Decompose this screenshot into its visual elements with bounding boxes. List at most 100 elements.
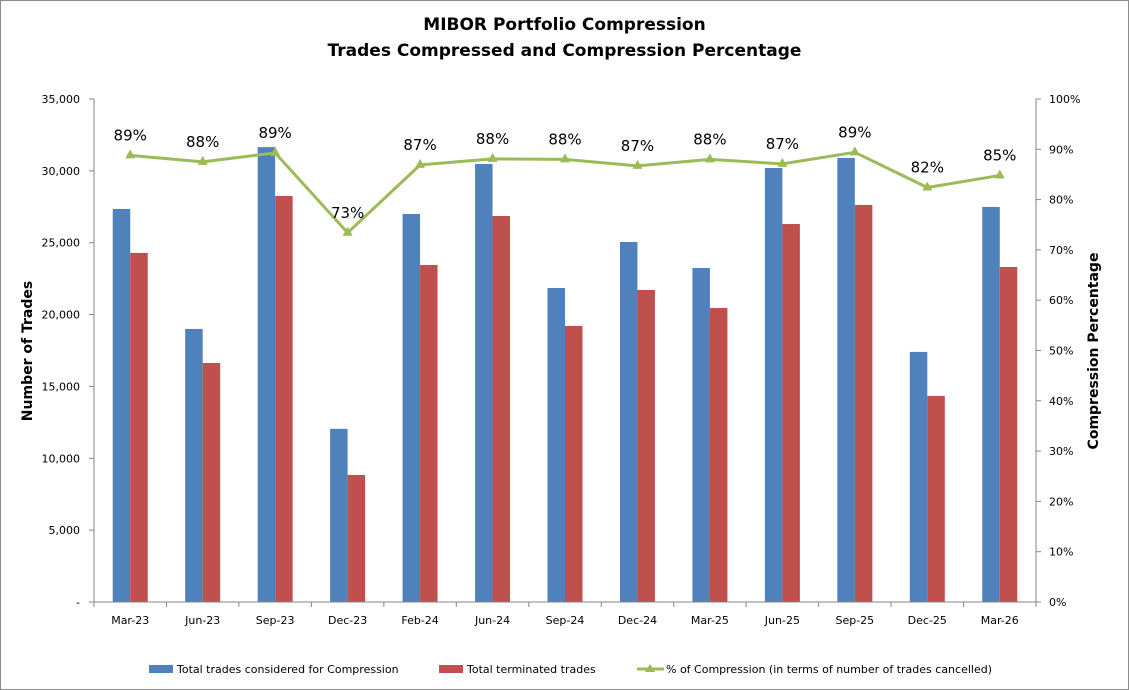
compression-data-label-dec-25: 82% [911, 159, 944, 177]
compression-marker-mar-23 [125, 149, 136, 159]
left-tick-label: - [76, 596, 80, 609]
left-tick-label: 10,000 [42, 452, 81, 465]
right-tick-label: 20% [1049, 495, 1073, 508]
bar-terminated-trades-sep-24 [565, 325, 583, 602]
left-ticks-layer: - 5,000 10,000 15,000 20,000 25,000 30,000 35,0… [42, 93, 94, 609]
y-axis-title: Number of Trades [20, 281, 36, 421]
bar-terminated-trades-dec-23 [347, 474, 366, 602]
compression-marker-feb-24 [415, 158, 426, 168]
compression-marker-jun-23 [197, 155, 208, 165]
chart-subtitle: Trades Compressed and Compression Percen… [327, 41, 802, 61]
bar-terminated-trades-sep-23 [275, 196, 293, 602]
x-tick-label-dec-23: Dec-23 [328, 614, 367, 627]
compression-marker-sep-25 [849, 146, 860, 156]
bar-total-trades-dec-24 [619, 241, 638, 602]
compression-marker-jun-24 [487, 152, 498, 162]
compression-marker-jun-25 [777, 157, 788, 167]
bar-terminated-trades-dec-24 [637, 289, 655, 602]
x-tick-label-jun-25: Jun-25 [764, 614, 800, 627]
compression-marker-dec-25 [922, 181, 933, 191]
right-tick-label: 50% [1049, 345, 1073, 358]
right-tick-label: 90% [1049, 143, 1073, 156]
bar-terminated-trades-jun-25 [782, 224, 800, 602]
compression-data-label-sep-23: 89% [258, 124, 291, 142]
x-tick-label-mar-23: Mar-23 [111, 614, 149, 627]
line-layer [125, 146, 1005, 236]
left-tick-label: 20,000 [42, 309, 81, 322]
bar-total-trades-jun-24 [475, 163, 493, 602]
bar-total-trades-jun-25 [764, 167, 783, 603]
bar-total-trades-sep-24 [547, 287, 565, 602]
right-tick-label: 100% [1049, 93, 1080, 106]
bar-terminated-trades-sep-25 [854, 204, 873, 603]
compression-data-label-mar-23: 89% [114, 126, 147, 144]
x-ticks-layer: Mar-23 Jun-23 Sep-23 Dec-23 Feb-24 Jun-24 Sep-… [93, 602, 1037, 627]
x-tick-label-sep-23: Sep-23 [256, 614, 295, 627]
bar-terminated-trades-dec-25 [927, 395, 945, 602]
bar-terminated-trades-mar-26 [999, 267, 1018, 602]
bar-terminated-trades-feb-24 [420, 264, 438, 602]
legend-swatch-terminated-trades [439, 665, 463, 673]
bars-layer [112, 147, 1018, 603]
compression-data-label-jun-24: 88% [476, 130, 509, 148]
y2-axis-title: Compression Percentage [1086, 253, 1102, 450]
bar-total-trades-jun-23 [185, 328, 203, 602]
bar-total-trades-dec-23 [330, 428, 348, 602]
chart-title: MIBOR Portfolio Compression [423, 15, 706, 35]
bar-total-trades-sep-23 [257, 147, 276, 602]
bar-total-trades-dec-25 [909, 351, 928, 602]
bar-total-trades-sep-25 [837, 157, 855, 602]
right-tick-label: 10% [1049, 546, 1073, 559]
bar-total-trades-feb-24 [402, 213, 421, 602]
compression-data-label-sep-25: 89% [838, 123, 871, 141]
x-tick-label-mar-25: Mar-25 [691, 614, 729, 627]
bar-total-trades-mar-26 [982, 206, 1000, 602]
compression-marker-mar-26 [994, 169, 1005, 179]
bar-terminated-trades-mar-25 [709, 307, 728, 602]
x-tick-label-sep-24: Sep-24 [546, 614, 585, 627]
left-tick-label: 30,000 [42, 165, 81, 178]
left-tick-label: 35,000 [42, 93, 81, 106]
compression-data-label-dec-24: 87% [621, 137, 654, 155]
left-tick-label: 15,000 [42, 380, 81, 393]
bar-terminated-trades-jun-24 [492, 215, 511, 602]
chart-title-block: MIBOR Portfolio Compression Trades Compr… [0, 12, 1129, 64]
legend-label-compression-pct: % of Compression (in terms of number of … [666, 663, 992, 676]
compression-marker-sep-23 [270, 146, 281, 156]
right-tick-label: 70% [1049, 244, 1073, 257]
bar-terminated-trades-mar-23 [130, 252, 148, 602]
right-ticks-layer: 0% 10% 20% 30% 40% 50% 60% 70% 80% 90% 100% [1036, 93, 1080, 609]
compression-data-label-dec-23: 73% [331, 204, 364, 222]
x-tick-label-dec-25: Dec-25 [908, 614, 947, 627]
compression-data-label-jun-23: 88% [186, 133, 219, 151]
compression-data-label-feb-24: 87% [403, 136, 436, 154]
compression-data-label-mar-26: 85% [983, 146, 1016, 164]
compression-data-label-sep-24: 88% [548, 130, 581, 148]
compression-marker-sep-24 [560, 153, 570, 163]
legend-swatch-total-trades [149, 665, 173, 673]
compression-marker-dec-24 [632, 159, 643, 169]
x-tick-label-sep-25: Sep-25 [835, 614, 874, 627]
legend: Total trades considered for Compression … [149, 663, 992, 676]
x-tick-label-mar-26: Mar-26 [981, 614, 1019, 627]
legend-label-total-trades: Total trades considered for Compression [176, 663, 399, 676]
legend-marker-triangle-icon [645, 664, 655, 672]
bar-terminated-trades-jun-23 [202, 363, 221, 602]
data-labels-layer: 89% 88% 89% 73% 87% 88% 88% 87% 88% 87% 89% 82% 85% [114, 123, 1017, 221]
right-tick-label: 80% [1049, 194, 1073, 207]
x-tick-label-feb-24: Feb-24 [401, 614, 438, 627]
x-tick-label-jun-23: Jun-23 [184, 614, 220, 627]
right-tick-label: 60% [1049, 294, 1073, 307]
left-tick-label: 5,000 [49, 524, 81, 537]
bar-total-trades-mar-23 [112, 208, 131, 603]
left-tick-label: 25,000 [42, 237, 81, 250]
compression-data-label-mar-25: 88% [693, 130, 726, 148]
x-tick-label-jun-24: Jun-24 [474, 614, 510, 627]
right-tick-label: 0% [1049, 596, 1066, 609]
bar-total-trades-mar-25 [692, 268, 710, 602]
compression-marker-dec-23 [342, 226, 353, 236]
right-tick-label: 30% [1049, 445, 1073, 458]
x-tick-label-dec-24: Dec-24 [618, 614, 657, 627]
compression-marker-mar-25 [704, 153, 715, 163]
